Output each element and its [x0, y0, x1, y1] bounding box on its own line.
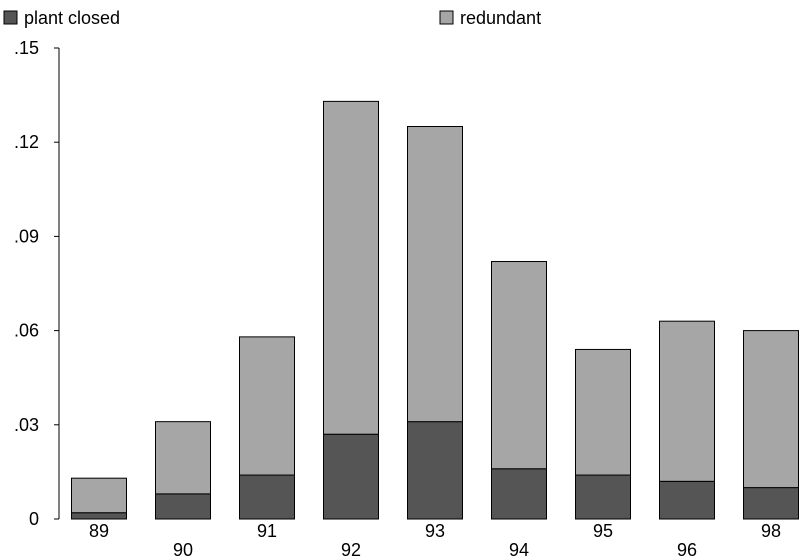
legend-swatch — [3, 10, 18, 25]
y-tick-label: .03 — [14, 415, 39, 435]
y-tick-label: .15 — [14, 38, 39, 58]
bar-plant-closed-95 — [575, 474, 631, 520]
x-tick-label: 92 — [341, 540, 361, 559]
x-tick-label: 89 — [89, 521, 109, 541]
x-tick-label: 90 — [173, 540, 193, 559]
y-tick-label: .06 — [14, 321, 39, 341]
legend: plant closed redundant — [3, 8, 541, 28]
bar-redundant-93 — [407, 126, 463, 423]
bars — [71, 100, 799, 520]
y-tick-label: .09 — [14, 226, 39, 246]
y-tick-label: .12 — [14, 132, 39, 152]
x-tick-label: 93 — [425, 521, 445, 541]
bar-redundant-94 — [491, 261, 547, 470]
y-tick-label: 0 — [29, 509, 39, 529]
x-tick-label: 98 — [761, 521, 781, 541]
x-tick-label: 96 — [677, 540, 697, 559]
bar-plant-closed-98 — [743, 487, 799, 520]
bar-plant-closed-91 — [239, 474, 295, 520]
bar-plant-closed-93 — [407, 421, 463, 520]
bar-plant-closed-90 — [155, 493, 211, 520]
x-tick-label: 91 — [257, 521, 277, 541]
bar-plant-closed-89 — [71, 512, 127, 520]
legend-label: plant closed — [24, 8, 120, 28]
bar-plant-closed-96 — [659, 480, 715, 520]
x-axis-ticks: 89 90 91 92 93 94 95 96 98 — [89, 521, 781, 559]
bar-redundant-98 — [743, 330, 799, 489]
bar-redundant-91 — [239, 336, 295, 476]
bar-redundant-96 — [659, 320, 715, 482]
y-axis-ticks: 0 .03 .06 .09 .12 .15 — [14, 38, 59, 529]
x-tick-label: 95 — [593, 521, 613, 541]
legend-swatch — [439, 10, 454, 25]
bar-redundant-89 — [71, 477, 127, 514]
legend-label: redundant — [460, 8, 541, 28]
bar-plant-closed-94 — [491, 468, 547, 520]
bar-redundant-92 — [323, 100, 379, 435]
x-tick-label: 94 — [509, 540, 529, 559]
bar-redundant-95 — [575, 348, 631, 476]
bar-redundant-90 — [155, 421, 211, 495]
bar-plant-closed-92 — [323, 433, 379, 520]
